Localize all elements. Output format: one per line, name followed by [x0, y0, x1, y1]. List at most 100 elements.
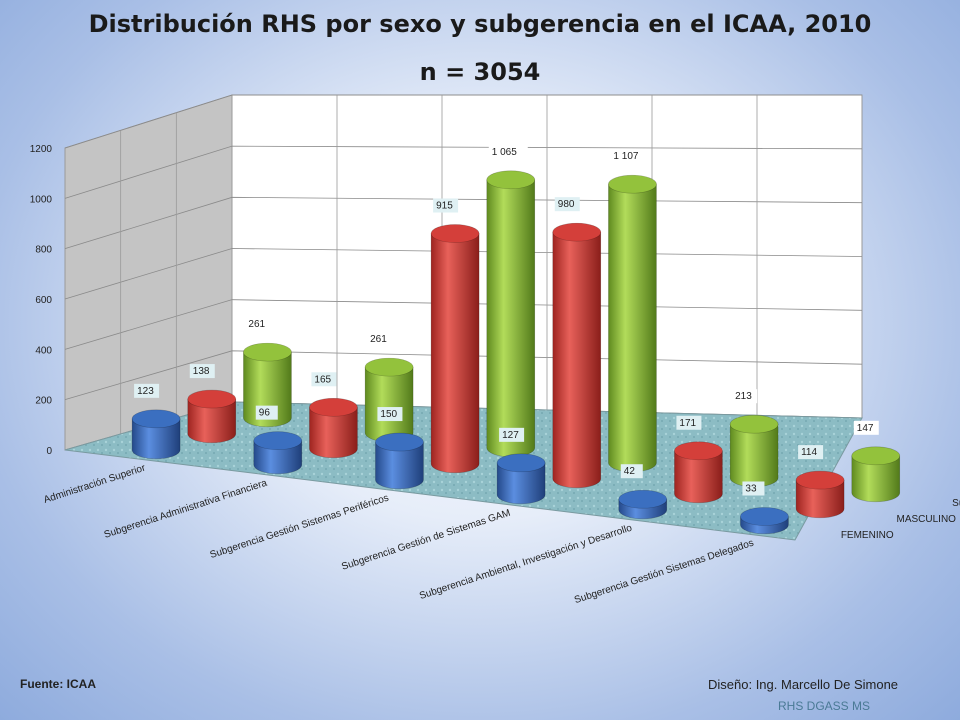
bar-body [364, 366, 414, 443]
category-label: Subgerencia Gestión Sistemas Delegados [573, 538, 755, 607]
data-label-bg [798, 445, 824, 460]
data-label: 33 [745, 483, 757, 494]
bar-top [618, 489, 668, 509]
data-label: 915 [436, 201, 453, 212]
bar-body [552, 231, 602, 489]
data-label-bg [377, 407, 403, 422]
data-label-bg [433, 198, 459, 213]
category-label: Subgerencia Gestión de Sistemas GAM [340, 508, 512, 573]
bar-top [740, 507, 789, 526]
bar-femenino-0: 123 [131, 383, 181, 460]
bar-top [253, 431, 303, 450]
data-label-bg [245, 317, 271, 332]
data-label-bg [732, 389, 758, 404]
bar-subtotales-0: 261 [243, 317, 292, 428]
data-label-bg [554, 197, 580, 212]
bar-subtotales-3: 1 107 [608, 149, 657, 473]
bar-body [608, 183, 657, 473]
bar-body [131, 418, 181, 460]
bars-group: 261 261 1 065 1 107 213 147 138 165 915 980 171 114… [131, 144, 901, 535]
bar-top [674, 441, 723, 461]
data-label-bg [610, 149, 650, 164]
bar-body [674, 450, 723, 504]
bar-top [131, 409, 181, 429]
bar-body [729, 423, 779, 488]
chart-title: Distribución RHS por sexo y subgerencia … [88, 10, 872, 38]
data-label: 171 [679, 418, 696, 429]
y-tick-label: 1200 [30, 144, 53, 155]
bar-top [364, 357, 414, 377]
bar-femenino-2: 150 [375, 407, 424, 490]
bar-body [309, 406, 358, 459]
bar-masculino-3: 980 [552, 197, 602, 489]
bar-body [795, 479, 845, 519]
data-label: 96 [259, 408, 271, 419]
data-label: 1 065 [492, 147, 517, 158]
bar-top [552, 222, 602, 242]
bar-subtotales-1: 261 [364, 332, 414, 443]
bar-masculino-1: 165 [309, 372, 358, 459]
data-label-bg [134, 383, 160, 398]
bar-top [496, 453, 546, 473]
bar-femenino-3: 127 [496, 427, 546, 505]
data-label: 123 [137, 386, 154, 397]
bar-body [496, 462, 546, 505]
chart-subtitle: n = 3054 [419, 58, 541, 86]
bar-top [795, 470, 845, 490]
data-label: 114 [801, 447, 817, 458]
data-label: 127 [502, 430, 519, 441]
y-tick-label: 400 [35, 345, 52, 356]
bar-body [375, 441, 424, 490]
bar-body [851, 455, 901, 503]
data-label: 150 [380, 409, 397, 420]
bar-top [187, 389, 237, 409]
bar-masculino-5: 114 [795, 445, 845, 519]
data-label: 980 [558, 199, 575, 210]
y-tick-label: 0 [46, 446, 52, 457]
data-label-bg [311, 372, 337, 387]
bar-top [729, 414, 779, 434]
design-credit: Diseño: Ing. Marcello De Simone [708, 677, 899, 692]
category-label: Subgerencia Administrativa Financiera [103, 478, 269, 541]
y-tick-label: 1000 [30, 194, 53, 205]
data-label-bg [499, 427, 525, 442]
bar-body [187, 398, 237, 444]
data-label-bg [367, 332, 393, 347]
data-label-bg [742, 481, 765, 496]
category-label: Subgerencia Gestión Sistemas Periféricos [209, 493, 391, 561]
data-label: 42 [624, 466, 636, 477]
org-credit: RHS DGASS MS [778, 699, 871, 713]
data-label: 147 [857, 423, 874, 434]
bar-femenino-1: 96 [253, 405, 303, 475]
data-label-bg [620, 464, 643, 479]
bar-femenino-4: 42 [618, 464, 668, 520]
bar-masculino-2: 915 [430, 198, 480, 474]
bar-body [430, 233, 480, 474]
series-label: Subtotales [952, 498, 960, 509]
bar-subtotales-5: 147 [851, 420, 901, 503]
bar-subtotales-4: 213 [729, 389, 779, 488]
data-label: 138 [193, 366, 210, 377]
data-label: 1 107 [613, 151, 638, 162]
bar-subtotales-2: 1 065 [486, 144, 536, 458]
bar-masculino-0: 138 [187, 364, 237, 444]
bar-body [253, 440, 303, 475]
bar-body [243, 351, 292, 428]
data-label-bg [255, 405, 278, 420]
y-tick-label: 600 [35, 295, 52, 306]
bar-top [375, 432, 424, 452]
bar-top [309, 397, 358, 417]
data-label: 213 [735, 391, 752, 402]
data-label-bg [189, 364, 215, 379]
bar-top [608, 174, 657, 194]
bar-femenino-5: 33 [740, 481, 789, 535]
bar-top [430, 224, 480, 243]
y-axis-ticks: 0 200 400 600 800 1000 1200 [30, 144, 53, 457]
category-label: Administración Superior [42, 462, 147, 505]
data-label-bg [676, 415, 702, 430]
y-tick-label: 200 [35, 396, 52, 407]
data-label: 261 [370, 334, 387, 345]
y-tick-label: 800 [35, 245, 52, 256]
